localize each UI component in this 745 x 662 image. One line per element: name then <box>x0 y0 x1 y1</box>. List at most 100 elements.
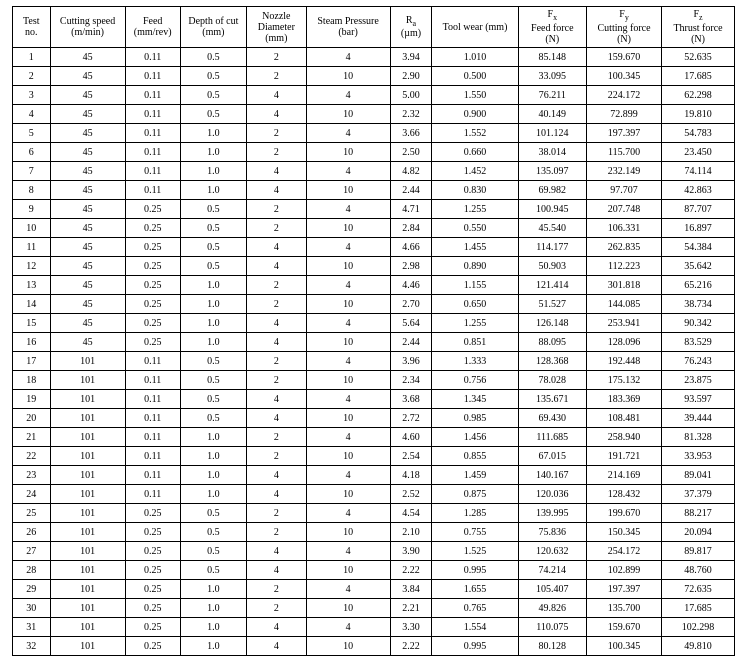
table-cell: 3.90 <box>390 542 432 561</box>
table-cell: 2.72 <box>390 409 432 428</box>
table-row: 281010.250.54102.220.99574.214102.89948.… <box>13 561 735 580</box>
table-cell: 4 <box>306 48 390 67</box>
table-cell: 101 <box>50 523 125 542</box>
table-cell: 40.149 <box>518 105 586 124</box>
table-cell: 23.450 <box>662 143 735 162</box>
table-cell: 19.810 <box>662 105 735 124</box>
table-cell: 2 <box>247 599 307 618</box>
table-cell: 199.670 <box>587 504 662 523</box>
table-cell: 15 <box>13 314 51 333</box>
table-cell: 126.148 <box>518 314 586 333</box>
table-cell: 1.655 <box>432 580 518 599</box>
table-cell: 135.700 <box>587 599 662 618</box>
table-cell: 175.132 <box>587 371 662 390</box>
table-cell: 114.177 <box>518 238 586 257</box>
table-cell: 1.255 <box>432 314 518 333</box>
table-cell: 0.25 <box>125 561 180 580</box>
table-cell: 0.995 <box>432 637 518 656</box>
table-cell: 0.11 <box>125 352 180 371</box>
table-cell: 253.941 <box>587 314 662 333</box>
table-cell: 1.552 <box>432 124 518 143</box>
table-container: Testno. Cutting speed(m/min) Feed(mm/rev… <box>0 0 745 662</box>
table-cell: 10 <box>306 67 390 86</box>
table-cell: 258.940 <box>587 428 662 447</box>
table-cell: 10 <box>306 637 390 656</box>
table-row: 6450.111.02102.500.66038.014115.70023.45… <box>13 143 735 162</box>
table-cell: 3.66 <box>390 124 432 143</box>
table-cell: 0.25 <box>125 333 180 352</box>
table-row: 301010.251.02102.210.76549.826135.70017.… <box>13 599 735 618</box>
table-cell: 0.855 <box>432 447 518 466</box>
table-cell: 2 <box>247 143 307 162</box>
table-cell: 0.5 <box>180 48 246 67</box>
table-cell: 45 <box>50 295 125 314</box>
table-cell: 65.216 <box>662 276 735 295</box>
table-cell: 2 <box>247 48 307 67</box>
table-cell: 0.25 <box>125 276 180 295</box>
table-cell: 19 <box>13 390 51 409</box>
table-cell: 4 <box>306 86 390 105</box>
table-cell: 23 <box>13 466 51 485</box>
table-cell: 2.54 <box>390 447 432 466</box>
table-cell: 4.60 <box>390 428 432 447</box>
table-cell: 49.826 <box>518 599 586 618</box>
table-cell: 18 <box>13 371 51 390</box>
table-cell: 10 <box>306 181 390 200</box>
table-cell: 0.11 <box>125 466 180 485</box>
table-cell: 0.5 <box>180 219 246 238</box>
table-cell: 301.818 <box>587 276 662 295</box>
table-cell: 2.50 <box>390 143 432 162</box>
table-row: 8450.111.04102.440.83069.98297.70742.863 <box>13 181 735 200</box>
table-cell: 78.028 <box>518 371 586 390</box>
table-cell: 74.214 <box>518 561 586 580</box>
table-row: 3450.110.5445.001.55076.211224.17262.298 <box>13 86 735 105</box>
table-cell: 4 <box>247 238 307 257</box>
table-cell: 69.430 <box>518 409 586 428</box>
table-cell: 262.835 <box>587 238 662 257</box>
table-cell: 1.525 <box>432 542 518 561</box>
table-cell: 10 <box>306 485 390 504</box>
table-cell: 128.368 <box>518 352 586 371</box>
table-row: 221010.111.02102.540.85567.015191.72133.… <box>13 447 735 466</box>
table-cell: 135.097 <box>518 162 586 181</box>
table-cell: 72.899 <box>587 105 662 124</box>
table-cell: 11 <box>13 238 51 257</box>
table-cell: 5.64 <box>390 314 432 333</box>
table-cell: 0.11 <box>125 105 180 124</box>
table-cell: 4 <box>247 181 307 200</box>
table-cell: 1.456 <box>432 428 518 447</box>
table-cell: 0.5 <box>180 523 246 542</box>
table-cell: 4 <box>13 105 51 124</box>
table-cell: 10 <box>306 257 390 276</box>
table-cell: 39.444 <box>662 409 735 428</box>
table-cell: 101 <box>50 447 125 466</box>
table-cell: 4 <box>247 390 307 409</box>
table-cell: 67.015 <box>518 447 586 466</box>
table-cell: 17.685 <box>662 599 735 618</box>
table-cell: 0.25 <box>125 257 180 276</box>
table-row: 181010.110.52102.340.75678.028175.13223.… <box>13 371 735 390</box>
col-header-depth-of-cut: Depth of cut(mm) <box>180 7 246 48</box>
table-cell: 48.760 <box>662 561 735 580</box>
table-cell: 2.84 <box>390 219 432 238</box>
table-cell: 37.379 <box>662 485 735 504</box>
table-cell: 8 <box>13 181 51 200</box>
table-cell: 45 <box>50 48 125 67</box>
table-row: 4450.110.54102.320.90040.14972.89919.810 <box>13 105 735 124</box>
table-row: 321010.251.04102.220.99580.128100.34549.… <box>13 637 735 656</box>
table-row: 1450.110.5243.941.01085.148159.67052.635 <box>13 48 735 67</box>
table-cell: 0.25 <box>125 637 180 656</box>
table-cell: 1.0 <box>180 428 246 447</box>
table-cell: 2 <box>247 276 307 295</box>
table-cell: 74.114 <box>662 162 735 181</box>
table-cell: 0.25 <box>125 523 180 542</box>
table-cell: 38.014 <box>518 143 586 162</box>
table-cell: 20 <box>13 409 51 428</box>
table-cell: 4 <box>306 352 390 371</box>
table-cell: 10 <box>306 219 390 238</box>
table-cell: 51.527 <box>518 295 586 314</box>
table-cell: 87.707 <box>662 200 735 219</box>
table-cell: 85.148 <box>518 48 586 67</box>
table-cell: 0.5 <box>180 200 246 219</box>
table-cell: 16 <box>13 333 51 352</box>
